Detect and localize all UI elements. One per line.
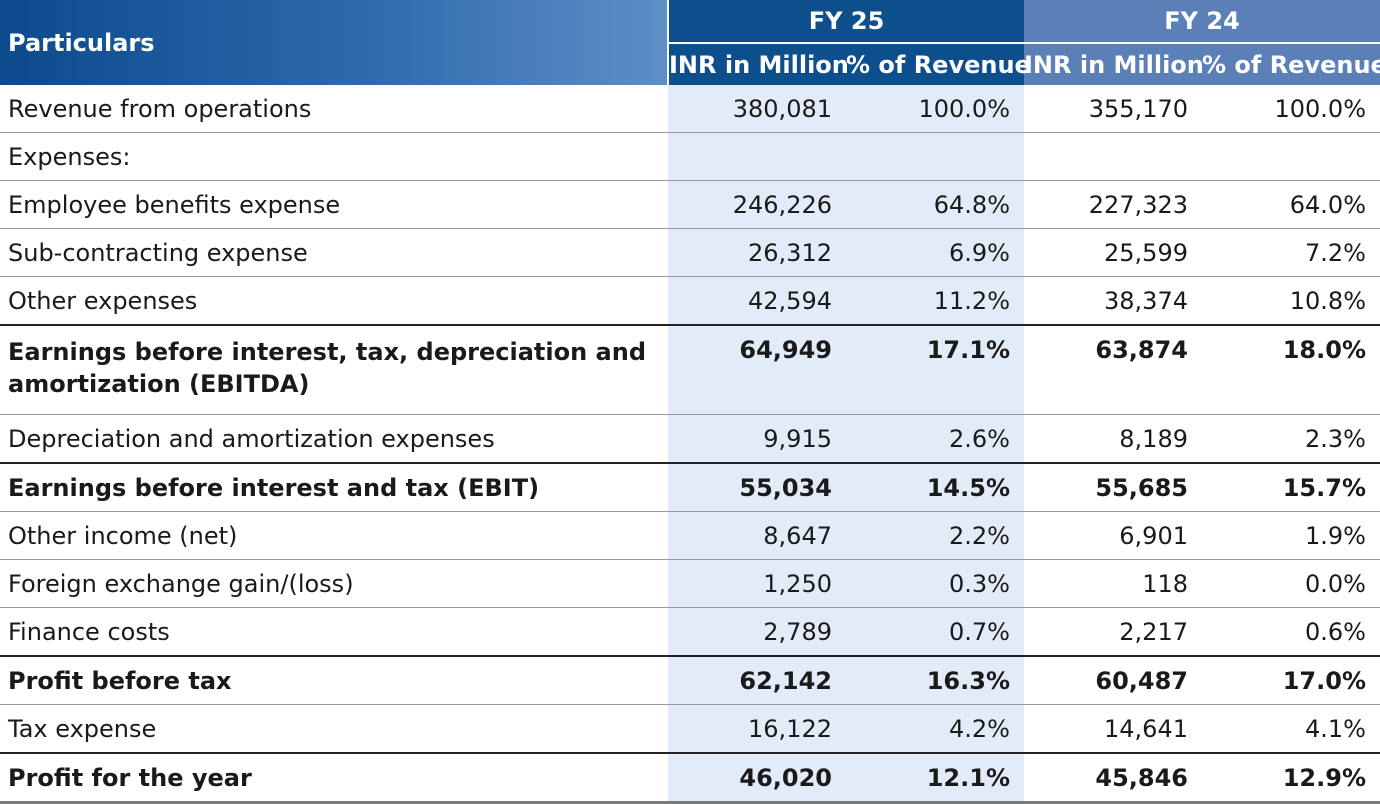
fy24-inr-cell bbox=[1024, 132, 1202, 181]
row-label: Other income (net) bbox=[0, 511, 668, 560]
fy25-pct-cell: 2.6% bbox=[846, 414, 1024, 464]
fy25-pct-cell: 4.2% bbox=[846, 704, 1024, 754]
table-row: Other income (net) 8,647 2.2% 6,901 1.9% bbox=[0, 511, 1380, 560]
fy25-pct-cell: 0.7% bbox=[846, 607, 1024, 657]
fy24-pct-cell: 1.9% bbox=[1202, 511, 1380, 560]
table-row: Finance costs 2,789 0.7% 2,217 0.6% bbox=[0, 607, 1380, 657]
fy24-pct-header: % of Revenue bbox=[1202, 43, 1380, 85]
fy25-inr-cell: 2,789 bbox=[668, 607, 846, 657]
table-row: Profit for the year 46,020 12.1% 45,846 12.9… bbox=[0, 752, 1380, 804]
fy25-pct-cell: 100.0% bbox=[846, 85, 1024, 133]
fy24-pct-cell: 18.0% bbox=[1202, 324, 1380, 415]
fy24-inr-cell: 355,170 bbox=[1024, 85, 1202, 133]
table-row: Expenses: bbox=[0, 132, 1380, 181]
row-label: Expenses: bbox=[0, 132, 668, 181]
fy25-inr-cell: 380,081 bbox=[668, 85, 846, 133]
fy24-pct-cell: 2.3% bbox=[1202, 414, 1380, 464]
fy24-inr-cell: 25,599 bbox=[1024, 228, 1202, 277]
fy25-inr-cell: 55,034 bbox=[668, 462, 846, 512]
fy25-pct-cell: 12.1% bbox=[846, 752, 1024, 804]
row-label: Foreign exchange gain/(loss) bbox=[0, 559, 668, 608]
fy24-inr-header: INR in Million bbox=[1024, 43, 1204, 85]
fy25-inr-cell: 8,647 bbox=[668, 511, 846, 560]
fy24-pct-cell: 100.0% bbox=[1202, 85, 1380, 133]
row-label: Depreciation and amortization expenses bbox=[0, 414, 668, 464]
fy25-pct-cell: 14.5% bbox=[846, 462, 1024, 512]
table-row: Employee benefits expense 246,226 64.8% 227… bbox=[0, 180, 1380, 229]
fy25-inr-cell: 246,226 bbox=[668, 180, 846, 229]
fy24-inr-cell: 14,641 bbox=[1024, 704, 1202, 754]
fy25-pct-cell: 2.2% bbox=[846, 511, 1024, 560]
fy24-inr-cell: 60,487 bbox=[1024, 655, 1202, 705]
fy25-inr-cell: 62,142 bbox=[668, 655, 846, 705]
fy25-inr-cell: 46,020 bbox=[668, 752, 846, 804]
row-label: Revenue from operations bbox=[0, 85, 668, 133]
table-row: Foreign exchange gain/(loss) 1,250 0.3% 118… bbox=[0, 559, 1380, 608]
row-label: Tax expense bbox=[0, 704, 668, 754]
fy25-header: FY 25 bbox=[668, 0, 1024, 44]
fy25-inr-cell: 16,122 bbox=[668, 704, 846, 754]
particulars-header: Particulars bbox=[0, 0, 669, 85]
fy25-pct-cell: 6.9% bbox=[846, 228, 1024, 277]
fy25-inr-header: INR in Million bbox=[668, 43, 849, 85]
header-row-units: INR in Million % of Revenue INR in Milli… bbox=[0, 43, 1380, 85]
table-row: Sub-contracting expense 26,312 6.9% 25,599 7… bbox=[0, 228, 1380, 277]
fy25-pct-cell: 0.3% bbox=[846, 559, 1024, 608]
fy25-inr-cell: 26,312 bbox=[668, 228, 846, 277]
fy25-pct-header: % of Revenue bbox=[846, 43, 1031, 85]
fy24-inr-cell: 63,874 bbox=[1024, 324, 1202, 415]
fy25-inr-cell: 9,915 bbox=[668, 414, 846, 464]
fy24-inr-cell: 118 bbox=[1024, 559, 1202, 608]
table-row: Other expenses 42,594 11.2% 38,374 10.8% bbox=[0, 276, 1380, 326]
fy24-pct-cell: 12.9% bbox=[1202, 752, 1380, 804]
fy24-inr-cell: 38,374 bbox=[1024, 276, 1202, 326]
fy25-pct-cell: 16.3% bbox=[846, 655, 1024, 705]
row-label: Earnings before interest, tax, depreciat… bbox=[0, 324, 668, 415]
fy24-pct-cell: 4.1% bbox=[1202, 704, 1380, 754]
fy24-header: FY 24 bbox=[1024, 0, 1380, 44]
fy25-pct-cell: 17.1% bbox=[846, 324, 1024, 415]
row-label: Other expenses bbox=[0, 276, 668, 326]
table-header: Particulars FY 25 FY 24 INR in Million %… bbox=[0, 0, 1380, 85]
fy24-inr-cell: 8,189 bbox=[1024, 414, 1202, 464]
table-row: Depreciation and amortization expenses 9,… bbox=[0, 414, 1380, 464]
fy24-inr-cell: 55,685 bbox=[1024, 462, 1202, 512]
row-label: Employee benefits expense bbox=[0, 180, 668, 229]
fy25-inr-cell: 64,949 bbox=[668, 324, 846, 415]
table-row: Earnings before interest and tax (EBIT) 5… bbox=[0, 462, 1380, 512]
fy24-pct-cell: 64.0% bbox=[1202, 180, 1380, 229]
fy24-pct-cell: 17.0% bbox=[1202, 655, 1380, 705]
fy24-pct-cell: 7.2% bbox=[1202, 228, 1380, 277]
table-row: Profit before tax 62,142 16.3% 60,487 17.0% bbox=[0, 655, 1380, 705]
table-row: Tax expense 16,122 4.2% 14,641 4.1% bbox=[0, 704, 1380, 754]
table-body: Revenue from operations 380,081 100.0% 355,… bbox=[0, 85, 1380, 804]
row-label: Earnings before interest and tax (EBIT) bbox=[0, 462, 668, 512]
row-label: Finance costs bbox=[0, 607, 668, 657]
row-label: Profit before tax bbox=[0, 655, 668, 705]
fy24-inr-cell: 2,217 bbox=[1024, 607, 1202, 657]
fy25-pct-cell bbox=[846, 132, 1024, 181]
fy24-pct-cell: 15.7% bbox=[1202, 462, 1380, 512]
fy24-pct-cell: 0.6% bbox=[1202, 607, 1380, 657]
table-row: Earnings before interest, tax, depreciat… bbox=[0, 324, 1380, 415]
row-label: Sub-contracting expense bbox=[0, 228, 668, 277]
fy24-pct-cell bbox=[1202, 132, 1380, 181]
fy24-inr-cell: 6,901 bbox=[1024, 511, 1202, 560]
table-row: Revenue from operations 380,081 100.0% 355,… bbox=[0, 85, 1380, 133]
row-label: Profit for the year bbox=[0, 752, 668, 804]
fy24-pct-cell: 0.0% bbox=[1202, 559, 1380, 608]
fy24-inr-cell: 45,846 bbox=[1024, 752, 1202, 804]
fy24-pct-cell: 10.8% bbox=[1202, 276, 1380, 326]
fy25-pct-cell: 64.8% bbox=[846, 180, 1024, 229]
fy25-pct-cell: 11.2% bbox=[846, 276, 1024, 326]
fy25-inr-cell bbox=[668, 132, 846, 181]
fy25-inr-cell: 42,594 bbox=[668, 276, 846, 326]
fy24-inr-cell: 227,323 bbox=[1024, 180, 1202, 229]
fy25-inr-cell: 1,250 bbox=[668, 559, 846, 608]
header-row-years: Particulars FY 25 FY 24 bbox=[0, 0, 1380, 85]
